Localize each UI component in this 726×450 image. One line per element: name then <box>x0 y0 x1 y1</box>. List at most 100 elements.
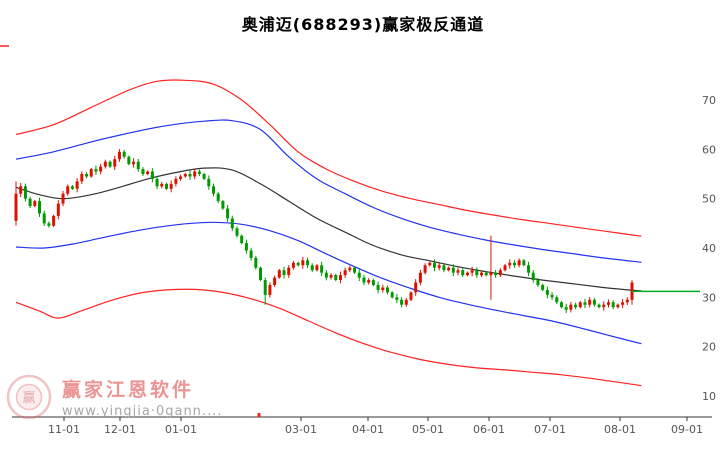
candle-body <box>348 267 352 271</box>
candle-body <box>574 304 578 308</box>
candle-body <box>174 178 178 184</box>
x-axis-label: 06-01 <box>473 423 505 436</box>
candle-body <box>249 250 253 258</box>
y-axis-label: 70 <box>702 94 716 107</box>
candle-body <box>470 270 474 273</box>
candle-body <box>268 285 272 295</box>
candle-body <box>117 151 121 160</box>
candle-body <box>545 289 549 295</box>
channel-line-inner-upper-blue <box>15 119 642 263</box>
y-axis-label: 30 <box>702 291 716 304</box>
candle-body <box>202 174 206 179</box>
channel-line-inner-lower-blue <box>15 221 642 345</box>
x-axis-label: 04-01 <box>352 423 384 436</box>
candle-body <box>475 270 479 276</box>
candle-body <box>522 260 526 266</box>
candle-body <box>343 270 347 276</box>
candle-body <box>555 297 559 303</box>
candle-body <box>414 282 418 293</box>
candle-body <box>531 272 535 281</box>
candle-body <box>244 243 248 251</box>
candle-body <box>211 186 215 194</box>
y-axis-label: 10 <box>702 390 716 403</box>
candle-body <box>588 299 592 305</box>
chart-title: 奥浦迈(688293)赢家极反通道 <box>241 15 485 34</box>
candle-body <box>320 265 324 273</box>
candle-body <box>310 265 314 271</box>
candle-body <box>23 186 27 199</box>
candle-body <box>400 299 404 305</box>
candle-body <box>113 159 117 167</box>
candle-body <box>602 304 606 308</box>
candle-body <box>324 272 328 278</box>
candle-body <box>103 161 107 167</box>
candle-body <box>146 171 150 174</box>
candle-body <box>334 275 338 280</box>
candle-body <box>418 272 422 283</box>
x-axis-label: 09-01 <box>671 423 703 436</box>
candle-body <box>263 280 267 295</box>
candle-body <box>315 265 319 271</box>
candle-body <box>197 171 201 174</box>
candle-body <box>89 169 93 177</box>
candle-body <box>155 178 159 187</box>
channel-line-outer-upper-red <box>15 79 642 237</box>
candle-body <box>484 272 488 276</box>
candle-body <box>226 208 230 219</box>
candle-body <box>160 183 164 187</box>
candle-body <box>80 174 84 182</box>
candle-body <box>423 265 427 273</box>
candle-body <box>94 169 98 172</box>
candle-body <box>207 178 211 187</box>
channel-line-outer-lower-red <box>15 288 642 387</box>
candle-body <box>164 183 168 189</box>
x-axis-label: 12-01 <box>104 423 136 436</box>
y-axis-label: 40 <box>702 242 716 255</box>
candle-body <box>559 302 563 308</box>
y-axis-label: 20 <box>702 341 716 354</box>
candle-body <box>353 267 357 273</box>
candle-body <box>61 193 65 204</box>
x-axis-label: 05-01 <box>412 423 444 436</box>
candle-body <box>385 287 389 293</box>
candle-body <box>183 174 187 177</box>
candle-body <box>230 218 234 229</box>
candle-body <box>512 262 516 266</box>
candle-body <box>75 181 79 189</box>
candle-body <box>122 151 126 157</box>
candle-body <box>291 262 295 268</box>
y-axis-label: 50 <box>702 193 716 206</box>
candle-body <box>38 201 42 214</box>
x-axis-label: 07-01 <box>534 423 566 436</box>
candle-body <box>592 299 596 305</box>
candle-body <box>465 272 469 276</box>
candle-body <box>56 203 60 216</box>
candle-body <box>367 280 371 283</box>
candle-body <box>108 161 112 167</box>
x-axis-label: 11-01 <box>48 423 80 436</box>
candle-body <box>456 270 460 273</box>
candle-body <box>503 265 507 271</box>
channel-line-middle-black <box>15 167 642 292</box>
candle-body <box>395 297 399 300</box>
candle-body <box>451 267 455 273</box>
candle-body <box>597 304 601 308</box>
candle-body <box>42 213 46 224</box>
candle-body <box>338 275 342 280</box>
candle-body <box>404 299 408 305</box>
candle-body <box>390 292 394 298</box>
candle-body <box>301 260 305 266</box>
candle-body <box>216 193 220 202</box>
candle-body <box>221 201 225 209</box>
candle-body <box>273 277 277 285</box>
candle-body <box>616 304 620 308</box>
candle-body <box>371 280 375 285</box>
candle-body <box>193 171 197 177</box>
candle-body <box>362 277 366 283</box>
candle-body <box>357 272 361 278</box>
candle-body <box>428 262 432 266</box>
candle-body <box>498 270 502 276</box>
candle-body <box>66 186 70 194</box>
